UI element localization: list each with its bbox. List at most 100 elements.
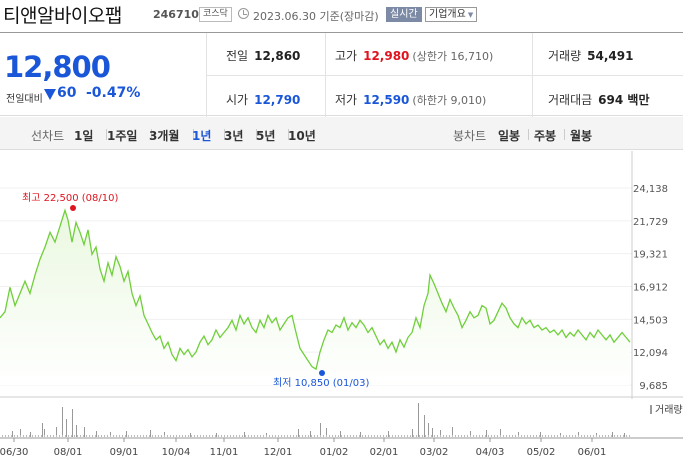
volume-bar	[20, 429, 21, 437]
lower-limit: (하한가 9,010)	[412, 94, 487, 107]
volume-bar	[32, 435, 33, 437]
volume-bar	[227, 435, 228, 437]
volume-bar	[209, 435, 210, 437]
tab-line-3[interactable]: 1년	[192, 129, 212, 143]
volume-bar	[392, 435, 393, 437]
candle-chart-label: 봉차트	[453, 129, 487, 143]
prev-close-label: 전일	[226, 49, 249, 63]
volume-bar	[412, 429, 413, 437]
volume-label: 거래량	[548, 49, 582, 63]
volume-value: 54,491	[587, 49, 634, 63]
price-line	[0, 208, 631, 371]
volume-bar	[248, 435, 249, 437]
volume-bar	[452, 435, 453, 437]
tab-line-2[interactable]: 3개월	[149, 129, 180, 143]
volume-bar	[539, 435, 540, 437]
volume-bar	[203, 435, 204, 437]
volume-bar	[5, 435, 6, 437]
volume-bar	[353, 435, 354, 437]
tab-line-0[interactable]: 1일	[74, 129, 94, 143]
volume-bar	[96, 431, 97, 437]
y-tick-label: 12,094	[633, 348, 668, 359]
volume-bar	[68, 435, 69, 437]
volume-bar	[302, 435, 303, 437]
tab-line-4[interactable]: 3년	[224, 129, 244, 143]
volume-bar	[578, 432, 579, 437]
volume-bar	[152, 435, 153, 437]
volume-bar	[140, 435, 141, 437]
chevron-down-icon: ▼	[467, 11, 474, 19]
volume-bar	[386, 435, 387, 437]
volume-bar	[95, 435, 96, 437]
volume-bar	[126, 431, 127, 437]
volume-bar	[569, 435, 570, 437]
volume-bar	[47, 435, 48, 437]
divider	[288, 129, 289, 140]
volume-bar	[191, 435, 192, 437]
volume-bar	[44, 435, 45, 437]
y-tick-label: 19,321	[633, 250, 668, 261]
price-area-fill	[0, 210, 630, 385]
volume-bar	[244, 432, 245, 437]
low-price: 저가 12,590 (하한가 9,010)	[335, 91, 486, 108]
divider	[528, 129, 529, 140]
volume-bar	[424, 415, 425, 437]
volume-bar	[404, 435, 405, 437]
tab-line-1[interactable]: 1주일	[107, 129, 138, 143]
volume-bar	[119, 435, 120, 437]
volume-bar	[80, 435, 81, 437]
tab-line-5[interactable]: 5년	[256, 129, 276, 143]
tab-candle-0[interactable]: 일봉	[498, 129, 521, 143]
volume-bar	[605, 435, 606, 437]
company-overview-dropdown[interactable]: 기업개요 ▼	[425, 7, 478, 22]
volume-bar	[626, 435, 627, 437]
volume-bar	[215, 435, 216, 437]
tab-candle-1[interactable]: 주봉	[534, 129, 557, 143]
stock-name: 티앤알바이오팹	[3, 5, 122, 27]
volume-bar	[101, 435, 102, 437]
x-tick-label: 05/02	[527, 447, 556, 458]
y-tick-label: 24,138	[633, 184, 668, 195]
divider	[564, 129, 565, 140]
volume-bar	[20, 435, 21, 437]
volume-bar	[50, 435, 51, 437]
divider	[256, 129, 257, 140]
volume-bar	[137, 435, 138, 437]
volume-bar	[512, 435, 513, 437]
volume-bar	[158, 435, 159, 437]
volume-bar	[413, 435, 414, 437]
down-triangle-icon	[44, 89, 56, 100]
volume-bar	[458, 435, 459, 437]
volume-bar	[335, 435, 336, 437]
volume-bar	[374, 435, 375, 437]
volume-bar	[125, 435, 126, 437]
volume-bar	[623, 435, 624, 437]
volume-bar	[275, 435, 276, 437]
volume-legend: 거래량	[655, 404, 683, 416]
volume-bar	[11, 435, 12, 437]
volume-bar	[368, 435, 369, 437]
volume-bar	[500, 435, 501, 437]
volume-bar	[23, 435, 24, 437]
volume-bar	[440, 435, 441, 437]
volume-bar	[107, 435, 108, 437]
volume-bar	[131, 435, 132, 437]
volume-bar	[308, 435, 309, 437]
price-change: 60	[57, 85, 77, 101]
volume-bar	[185, 435, 186, 437]
tab-line-6[interactable]: 10년	[288, 129, 316, 143]
volume-bar	[389, 435, 390, 437]
volume-bar	[257, 435, 258, 437]
realtime-button[interactable]: 실시간	[386, 7, 422, 22]
volume-bar	[380, 435, 381, 437]
tab-candle-2[interactable]: 월봉	[570, 129, 593, 143]
volume-bar	[428, 423, 429, 437]
volume-bar	[296, 435, 297, 437]
volume-bar	[218, 435, 219, 437]
volume-bar	[8, 435, 9, 437]
volume-bar	[563, 435, 564, 437]
volume-bar	[110, 432, 111, 437]
volume-bar	[167, 435, 168, 437]
volume-bar	[590, 435, 591, 437]
volume-bar	[38, 435, 39, 437]
